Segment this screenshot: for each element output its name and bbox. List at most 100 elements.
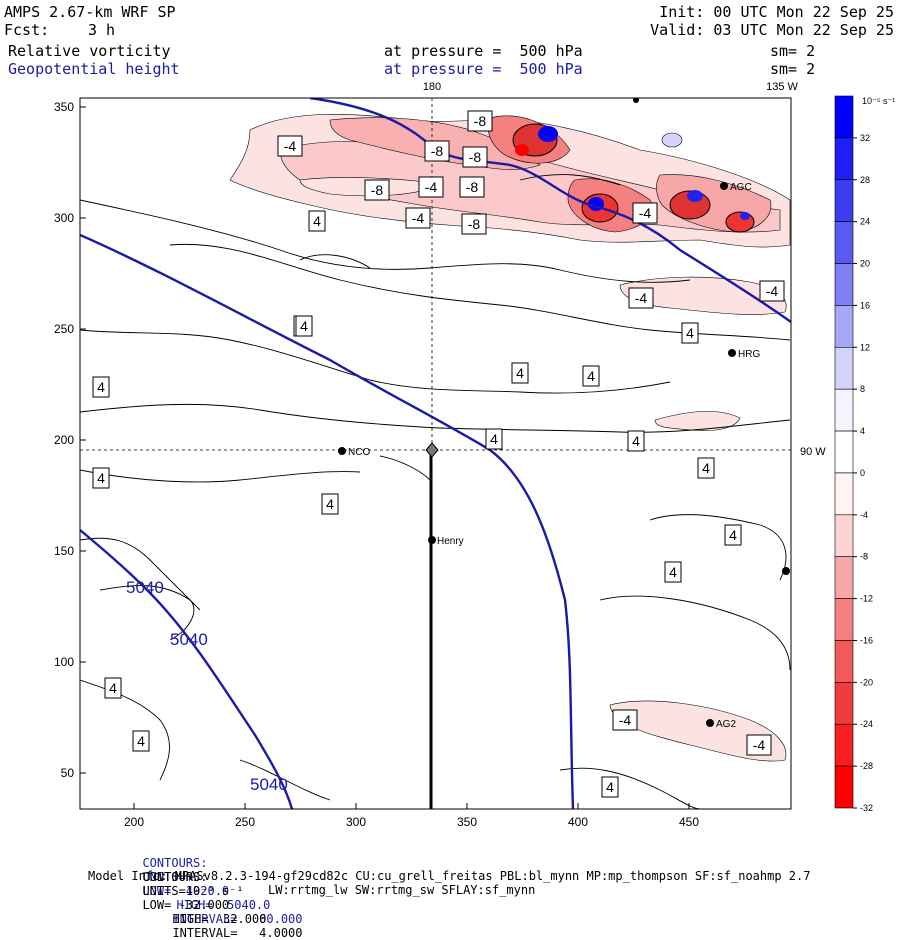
vort-label-box (467, 110, 493, 132)
station-agc-dot (720, 182, 728, 190)
init-time: Init: 00 UTC Mon 22 Sep 25 (659, 3, 894, 21)
vort-label: -4 (412, 210, 425, 226)
station-nco-label: NCO (348, 447, 370, 458)
station-north-dot (633, 98, 639, 103)
colorbar-tick-label: -32 (860, 803, 873, 813)
vort-label-box (92, 467, 110, 489)
axes: 200 250 300 350 400 450 350 300 250 200 150 100 50 (54, 100, 699, 829)
field1-name: Relative vorticity (8, 42, 171, 60)
colorbar-swatch (834, 179, 854, 222)
height-labels: 5040 5040 5040 (126, 578, 288, 794)
vort-label: 4 (137, 733, 145, 749)
colorbar-swatch (834, 723, 854, 767)
footer2-interval: INTERVAL= 4.0000 (172, 926, 303, 940)
vort-label: 4 (702, 460, 710, 476)
colorbar-swatch (834, 430, 854, 474)
model-info: Model Info: MPASv8.2.3-194-gf29cd82c CU:… (88, 869, 811, 883)
colorbar-swatch (834, 346, 854, 390)
vort-label: 4 (109, 680, 117, 696)
vort-label-box (132, 730, 150, 752)
colorbar-tick-label: 32 (860, 133, 870, 143)
colorbar-swatch (834, 95, 854, 139)
vort-label: 4 (97, 470, 105, 486)
vort-label: 4 (313, 213, 321, 229)
y-tick-label: 300 (54, 211, 74, 225)
vort-label: 4 (669, 564, 677, 580)
forecast-label: Fcst: (4, 21, 50, 39)
y-tick-label: 100 (54, 655, 74, 669)
model-title: AMPS 2.67-km WRF SP (4, 3, 176, 21)
colorbar-tick-label: -24 (860, 719, 873, 729)
vort-label: -4 (635, 290, 648, 306)
colorbar-swatch (834, 221, 854, 264)
colorbar-tick-label: 0 (860, 468, 865, 478)
label-135w: 135 W (766, 81, 798, 93)
vort-label-box (632, 202, 658, 224)
vort-label-box (424, 140, 450, 162)
x-tick-label: 350 (457, 815, 477, 829)
y-tick-label: 200 (54, 433, 74, 447)
y-tick-label: 150 (54, 544, 74, 558)
vort-label: 4 (729, 527, 737, 543)
vort-label-box (582, 365, 600, 387)
vort-label: -4 (284, 138, 297, 154)
pole-marker (425, 442, 439, 458)
field1-smoothing: sm= 2 (770, 42, 816, 60)
map-plot: 180 135 W 90 W (54, 81, 895, 829)
footer2-high: HIGH= 32.000 (172, 912, 267, 926)
vort-label: 4 (632, 433, 640, 449)
vort-label-box (485, 428, 503, 450)
vort-label-box (459, 176, 485, 198)
y-tick-label: 350 (54, 100, 74, 114)
vort-label-box (627, 430, 645, 452)
vort-label-box (724, 524, 742, 546)
x-tick-label: 200 (124, 815, 144, 829)
y-tick-label: 50 (61, 766, 75, 780)
vort-label: -8 (468, 216, 481, 232)
vort-label-box (511, 362, 529, 384)
valid-time: Valid: 03 UTC Mon 22 Sep 25 (650, 21, 894, 39)
colorbar-tick-label: -16 (860, 635, 873, 645)
station-ag2-dot (706, 719, 714, 727)
station-agc-label: AGC (730, 182, 752, 193)
colorbar-tick-label: -20 (860, 677, 873, 687)
colorbar: 10⁻⁵ s⁻¹ 32 28 24 20 16 12 8 4 0 -4 -8 -12 -16 -20 -24… (834, 95, 895, 813)
colorbar-swatch (834, 137, 854, 181)
x-tick-label: 300 (346, 815, 366, 829)
vort-label-box (104, 677, 122, 699)
vort-label: -8 (466, 179, 479, 195)
colorbar-swatch (834, 556, 854, 599)
station-henry-label: Henry (437, 536, 464, 547)
height-label-3: 5040 (250, 775, 288, 794)
vort-label: 4 (326, 496, 334, 512)
vort-label-box (405, 207, 431, 229)
vort-label-box (628, 287, 654, 309)
field2-name: Geopotential height (8, 60, 180, 78)
plot-frame (79, 97, 792, 810)
colorbar-tick-label: -28 (860, 761, 873, 771)
model-info-2: LW:rrtmg_lw SW:rrtmg_sw SFLAY:sf_mynn (268, 883, 536, 897)
vort-label: 4 (606, 779, 614, 795)
colorbar-swatch (834, 514, 854, 558)
colorbar-tick-label: 28 (860, 175, 870, 185)
footer2-units: UNITS=10⁻⁵ s⁻¹ (142, 884, 244, 898)
vort-label-box (746, 734, 772, 756)
colorbar-swatch (834, 388, 854, 432)
label-180: 180 (423, 81, 441, 93)
vort-label: 4 (300, 318, 308, 334)
vort-label-box (277, 135, 303, 157)
vort-label-box (364, 179, 390, 201)
vort-label: 4 (490, 431, 498, 447)
vort-label: -8 (469, 149, 482, 165)
colorbar-tick-label: 24 (860, 217, 870, 227)
vort-label: -8 (371, 182, 384, 198)
vort-label: -8 (474, 113, 487, 129)
colorbar-tick-label: 20 (860, 259, 870, 269)
vort-label-box (295, 315, 313, 337)
vort-label: 4 (97, 379, 105, 395)
footer2-low: LOW= -32.000 (142, 898, 230, 912)
vort-label: 4 (516, 365, 524, 381)
colorbar-tick-label: 8 (860, 384, 865, 394)
y-tick-label: 250 (54, 322, 74, 336)
label-90w: 90 W (800, 446, 826, 458)
